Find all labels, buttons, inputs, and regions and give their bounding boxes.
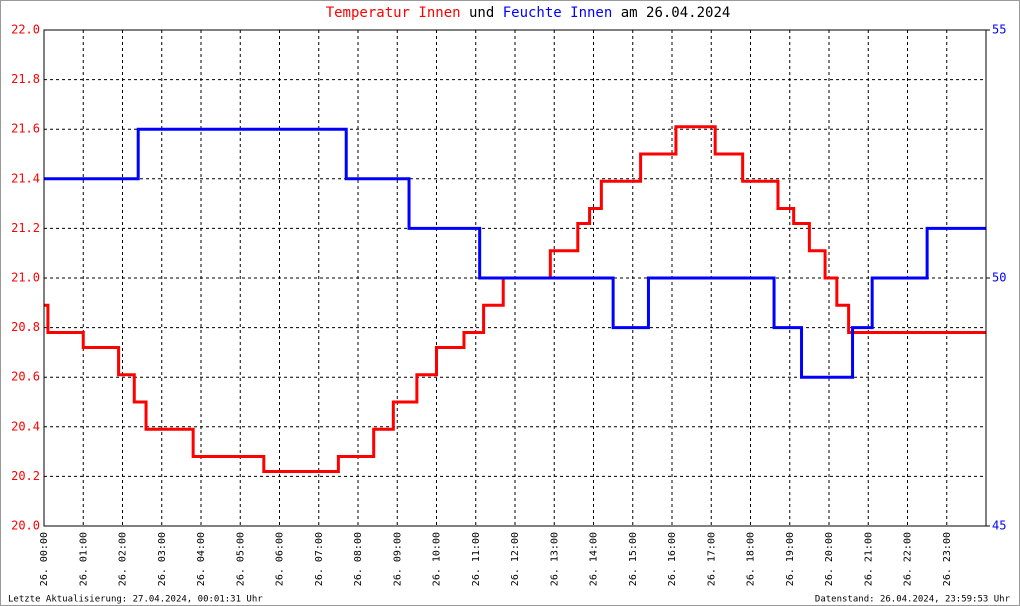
x-tick-label: 26. 13:00 bbox=[549, 532, 560, 586]
x-tick-label: 26. 11:00 bbox=[471, 532, 482, 586]
x-tick-label: 26. 20:00 bbox=[824, 532, 835, 586]
x-tick-label: 26. 10:00 bbox=[432, 532, 443, 586]
x-tick-label: 26. 12:00 bbox=[510, 532, 521, 586]
title-part: Temperatur Innen bbox=[326, 5, 461, 21]
chart-title: Temperatur Innen und Feuchte Innen am 26… bbox=[326, 5, 731, 21]
x-tick-label: 26. 15:00 bbox=[628, 532, 639, 586]
x-tick-label: 26. 09:00 bbox=[392, 532, 403, 586]
title-part: und bbox=[469, 5, 494, 21]
x-tick-label: 26. 14:00 bbox=[589, 532, 600, 586]
x-tick-label: 26. 18:00 bbox=[746, 532, 757, 586]
x-tick-label: 26. 23:00 bbox=[942, 532, 953, 586]
plot-border bbox=[43, 29, 987, 527]
title-part: am 26.04.2024 bbox=[621, 5, 731, 21]
y-tick-label: 20.4 bbox=[11, 419, 40, 433]
y-tick-label: 21.0 bbox=[11, 271, 40, 285]
x-tick-label: 26. 04:00 bbox=[196, 532, 207, 586]
footer-left: Letzte Aktualisierung: 27.04.2024, 00:01… bbox=[8, 595, 263, 605]
y-tick-label: 22.0 bbox=[11, 23, 40, 37]
series-line bbox=[44, 127, 986, 379]
x-tick-label: 26. 22:00 bbox=[903, 532, 914, 586]
y-tick-label: 21.8 bbox=[11, 72, 40, 86]
y-tick-label: 20.0 bbox=[11, 519, 40, 533]
title-part: Feuchte Innen bbox=[503, 5, 613, 21]
footer-right: Datenstand: 26.04.2024, 23:59:53 Uhr bbox=[815, 595, 1011, 605]
y-tick-label: 21.4 bbox=[11, 171, 40, 185]
x-tick-label: 26. 02:00 bbox=[118, 532, 129, 586]
x-tick-label: 26. 21:00 bbox=[863, 532, 874, 586]
x-tick-label: 26. 07:00 bbox=[314, 532, 325, 586]
x-tick-label: 26. 17:00 bbox=[706, 532, 717, 586]
x-tick-label: 26. 08:00 bbox=[353, 532, 364, 586]
x-tick-label: 26. 03:00 bbox=[157, 532, 168, 586]
y2-tick-label: 55 bbox=[992, 23, 1006, 37]
y-tick-label: 21.2 bbox=[11, 221, 40, 235]
x-tick-label: 26. 16:00 bbox=[667, 532, 678, 586]
y2-tick-label: 45 bbox=[992, 519, 1006, 533]
series-line bbox=[44, 125, 986, 473]
x-tick-label: 26. 06:00 bbox=[275, 532, 286, 586]
x-tick-label: 26. 05:00 bbox=[235, 532, 246, 586]
x-tick-label: 26. 19:00 bbox=[785, 532, 796, 586]
y-tick-label: 20.8 bbox=[11, 320, 40, 334]
y-tick-label: 20.2 bbox=[11, 469, 40, 483]
y-tick-label: 21.6 bbox=[11, 122, 40, 136]
x-tick-label: 26. 01:00 bbox=[78, 532, 89, 586]
y2-tick-label: 50 bbox=[992, 271, 1006, 285]
x-tick-label: 26. 00:00 bbox=[39, 532, 50, 586]
y-tick-label: 20.6 bbox=[11, 370, 40, 384]
